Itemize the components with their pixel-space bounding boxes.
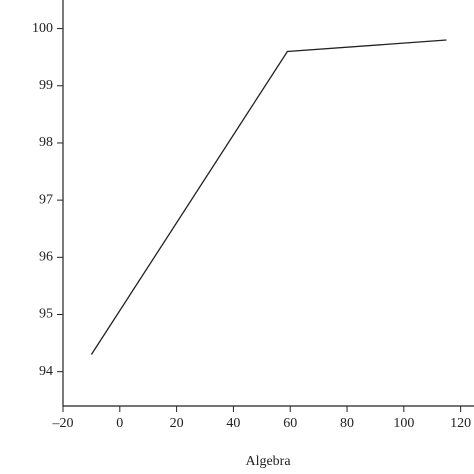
data-line [90, 39, 447, 355]
x-axis-label: Algebra [245, 454, 291, 469]
x-tick-label: 0 [116, 416, 123, 431]
y-tick-label: 95 [39, 307, 53, 322]
y-tick-label: 97 [39, 192, 53, 207]
y-tick-label: 98 [39, 135, 53, 150]
x-tick-label: 100 [393, 416, 414, 431]
x-tick-label: 20 [170, 416, 184, 431]
y-tick-label: 96 [39, 250, 53, 265]
x-tick-label: 120 [450, 416, 471, 431]
y-tick-label: 94 [39, 364, 53, 379]
y-tick-label: 100 [32, 21, 53, 36]
y-tick-label: 99 [39, 78, 53, 93]
x-tick-label: –20 [52, 416, 74, 431]
x-tick-label: 60 [283, 416, 297, 431]
x-tick-label: 40 [226, 416, 240, 431]
x-tick-label: 80 [340, 416, 354, 431]
